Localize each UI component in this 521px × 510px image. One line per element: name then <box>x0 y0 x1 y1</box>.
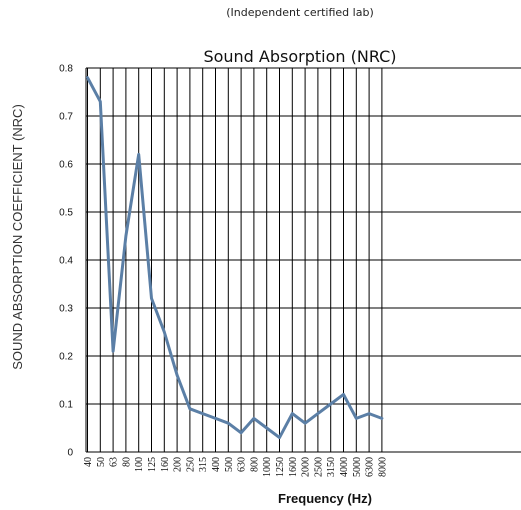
chart-subtitle: (Independent certified lab) <box>226 6 373 19</box>
y-tick-label: 0.2 <box>59 352 73 363</box>
x-tick-label: 160 <box>160 457 171 472</box>
x-tick-label: 50 <box>96 457 107 467</box>
chart-title: Sound Absorption (NRC) <box>203 47 396 66</box>
x-tick-label: 8000 <box>377 457 388 477</box>
y-tick-label: 0.6 <box>59 160 73 171</box>
x-tick-label: 315 <box>198 457 209 472</box>
x-tick-label: 63 <box>109 457 120 467</box>
x-tick-label: 125 <box>147 457 158 472</box>
y-axis-label: SOUND ABSORPTION COEFFICIENT (NRC) <box>10 104 25 370</box>
y-tick-label: 0.1 <box>59 400 73 411</box>
y-tick-label: 0.4 <box>59 256 73 267</box>
y-tick-label: 0.7 <box>59 112 73 123</box>
x-tick-label: 400 <box>211 457 222 472</box>
y-tick-label: 0 <box>67 448 73 459</box>
x-tick-label: 250 <box>185 457 196 472</box>
x-tick-labels: 40 50 63 80 100 125 160 200 250 315 400 500 630 800 10… <box>83 457 388 477</box>
y-tick-label: 0.8 <box>59 64 73 75</box>
x-tick-label: 100 <box>134 457 145 472</box>
x-tick-label: 4000 <box>339 457 350 477</box>
x-tick-label: 6300 <box>365 457 376 477</box>
y-tick-label: 0.5 <box>59 208 73 219</box>
x-tick-label: 500 <box>224 457 235 472</box>
x-tick-label: 1600 <box>288 457 299 477</box>
x-tick-label: 5000 <box>352 457 363 477</box>
x-tick-label: 2500 <box>313 457 324 477</box>
x-axis-label: Frequency (Hz) <box>278 491 372 506</box>
x-tick-label: 80 <box>121 457 132 467</box>
x-tick-label: 200 <box>173 457 184 472</box>
grid-lines <box>85 67 521 453</box>
y-tick-labels: 0 0.1 0.2 0.3 0.4 0.5 0.6 0.7 0.8 <box>59 64 73 459</box>
x-tick-label: 1000 <box>262 457 273 477</box>
x-tick-label: 40 <box>83 457 94 467</box>
x-tick-label: 630 <box>237 457 248 472</box>
data-series <box>86 76 384 440</box>
x-tick-label: 1250 <box>275 457 286 477</box>
x-tick-label: 3150 <box>326 457 337 477</box>
x-tick-label: 2000 <box>301 457 312 477</box>
y-tick-label: 0.3 <box>59 304 73 315</box>
series-line <box>86 76 384 440</box>
x-tick-label: 800 <box>249 457 260 472</box>
